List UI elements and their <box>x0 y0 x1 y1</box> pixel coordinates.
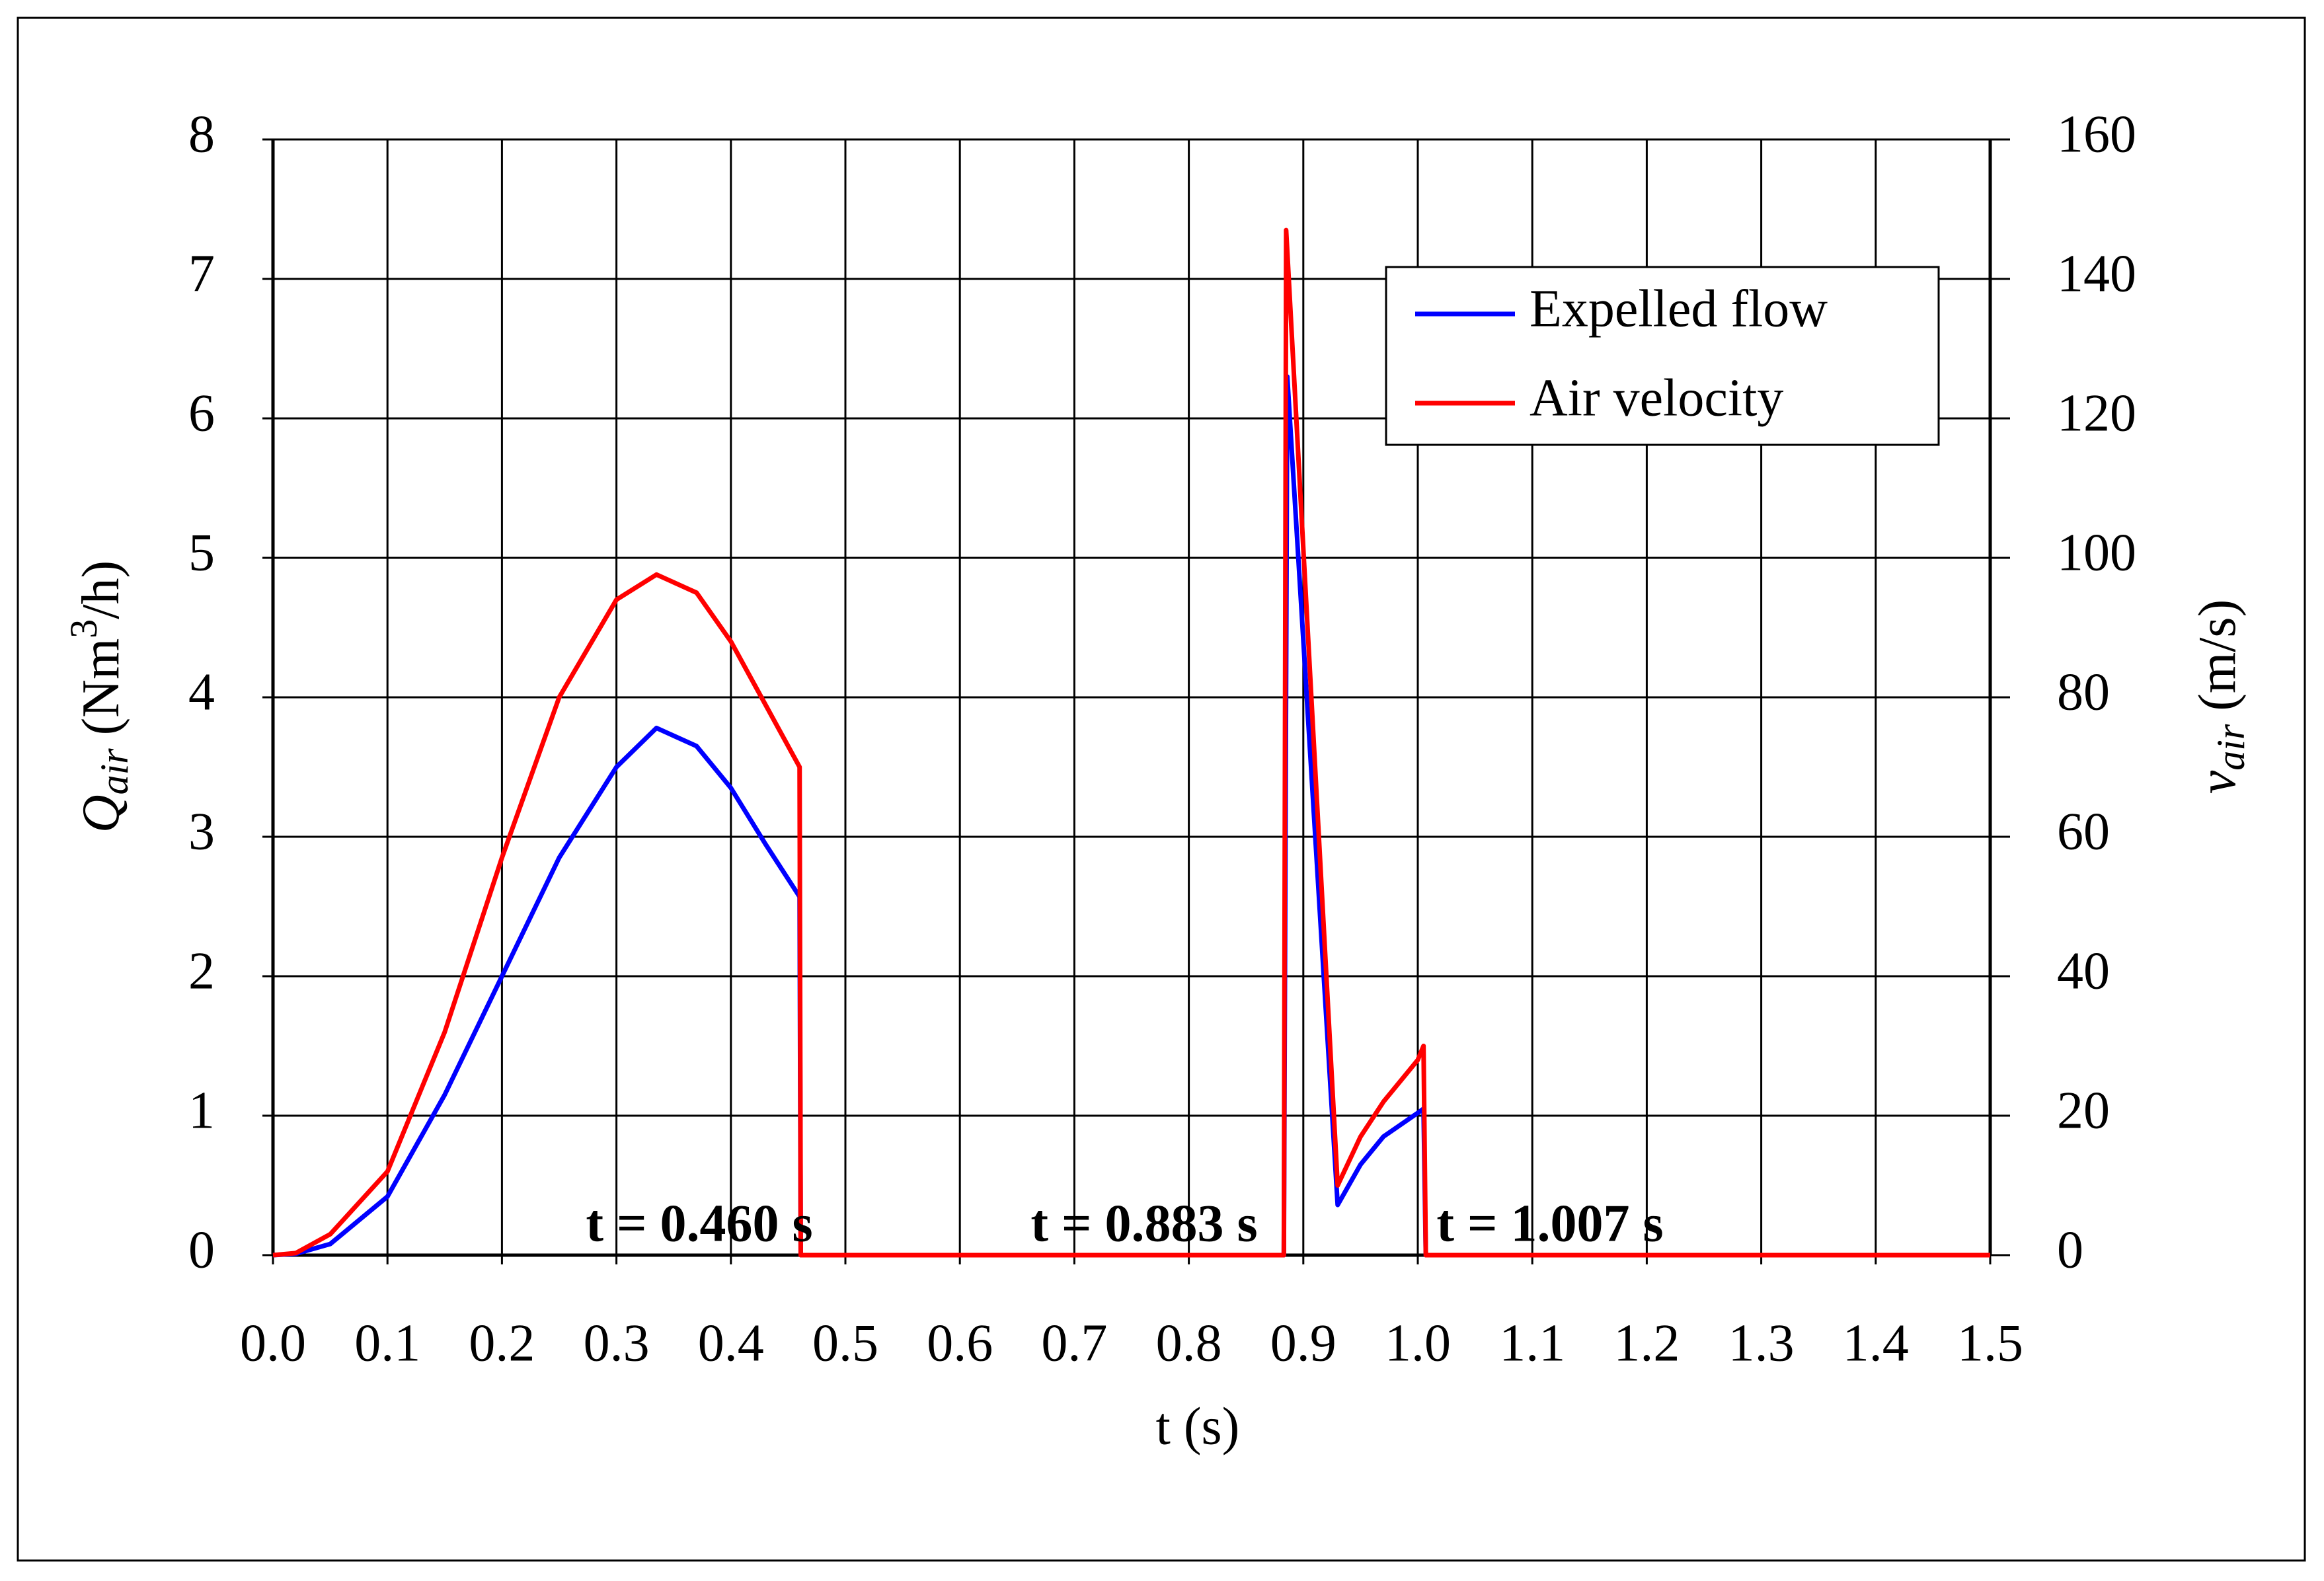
y2-axis-title: vair (m/s) <box>2188 599 2252 794</box>
y-title-text-end: /h) <box>72 560 130 619</box>
y2-tick-label: 140 <box>2057 245 2136 303</box>
x-tick-label: 0.8 <box>1156 1314 1222 1372</box>
data-line <box>272 227 1990 1258</box>
y2-tick-label: 20 <box>2057 1081 2110 1139</box>
annotation: t = 1.007 s <box>1436 1194 1663 1253</box>
y2-tick-label: 80 <box>2057 663 2110 721</box>
y-tick-label: 6 <box>188 384 215 442</box>
x-tick-label: 1.5 <box>1957 1314 2023 1372</box>
y-tick-label: 4 <box>188 663 215 721</box>
x-tick-label: 1.2 <box>1613 1314 1680 1372</box>
x-tick-label: 0.6 <box>927 1314 993 1372</box>
y-tick-label: 5 <box>188 523 215 582</box>
x-tick-label: 0.4 <box>698 1314 764 1372</box>
legend-label: Expelled flow <box>1530 280 1828 338</box>
x-tick-label: 0.0 <box>240 1314 306 1372</box>
x-tick-label: 0.1 <box>354 1314 420 1372</box>
y-tick-label: 8 <box>188 105 215 163</box>
y-tick-label: 1 <box>188 1081 215 1139</box>
y-title-superscript: 3 <box>62 619 105 638</box>
x-tick-label: 1.3 <box>1728 1314 1795 1372</box>
y2-title-text: (m/s) <box>2188 599 2247 724</box>
y2-title-subscript: air <box>2209 724 2253 771</box>
x-tick-label: 1.4 <box>1843 1314 1909 1372</box>
x-tick-label: 0.9 <box>1270 1314 1336 1372</box>
y-tick-label: 0 <box>188 1221 215 1279</box>
x-tick-label: 0.3 <box>584 1314 650 1372</box>
y2-tick-label: 0 <box>2057 1221 2083 1279</box>
y-title-text: (Nm <box>72 638 130 749</box>
x-tick-label: 1.1 <box>1499 1314 1565 1372</box>
data-line <box>272 374 1990 1258</box>
y2-tick-label: 40 <box>2057 942 2110 1000</box>
annotation: t = 0.883 s <box>1030 1194 1257 1253</box>
y-tick-label: 3 <box>188 802 215 861</box>
x-tick-label: 0.7 <box>1041 1314 1107 1372</box>
annotation: t = 0.460 s <box>586 1194 812 1253</box>
y2-tick-label: 100 <box>2057 523 2136 582</box>
legend-label: Air velocity <box>1530 369 1783 427</box>
x-tick-label: 0.5 <box>812 1314 878 1372</box>
x-tick-label: 1.0 <box>1385 1314 1451 1372</box>
y-axis-title: Qair (Nm3/h) <box>62 560 136 833</box>
y-title-symbol: Q <box>72 794 130 833</box>
y-tick-label: 7 <box>188 245 215 303</box>
x-axis-title: t (s) <box>1156 1397 1240 1455</box>
y2-title-symbol: v <box>2188 770 2247 794</box>
y2-tick-label: 60 <box>2057 802 2110 861</box>
x-tick-label: 0.2 <box>469 1314 535 1372</box>
y-title-subscript: air <box>93 748 136 795</box>
y2-tick-label: 120 <box>2057 384 2136 442</box>
legend-box <box>1385 266 1940 446</box>
y-tick-label: 2 <box>188 942 215 1000</box>
y2-tick-label: 160 <box>2057 105 2136 163</box>
